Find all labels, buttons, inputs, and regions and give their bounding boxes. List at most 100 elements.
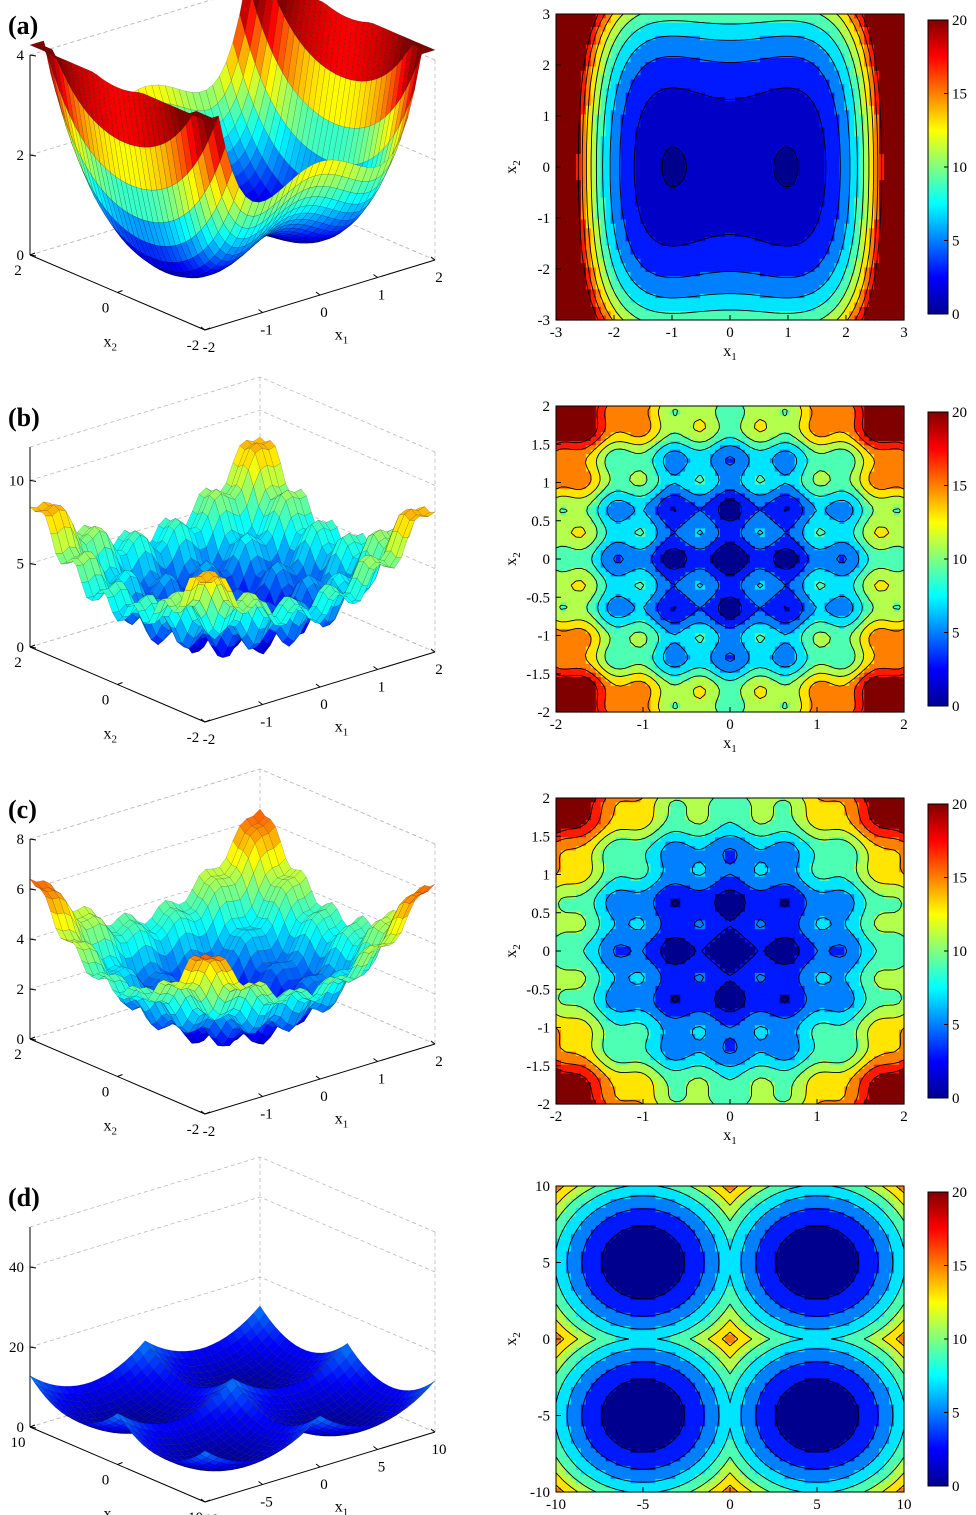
contour-cell: [655, 171, 661, 176]
contour-cell: [710, 202, 716, 207]
contour-cell: [655, 158, 661, 163]
contour-cell: [790, 62, 796, 67]
contour-cell: [641, 62, 647, 67]
contour-cell: [800, 163, 806, 168]
contour-cell: [626, 110, 632, 115]
contour-cell: [725, 40, 731, 45]
contour-cell: [780, 101, 786, 106]
contour-cell: [710, 303, 716, 308]
contour-cell: [690, 246, 696, 251]
contour-cell: [770, 80, 776, 85]
contour-cell: [800, 259, 806, 264]
contour-cell: [581, 23, 587, 28]
contour-cell: [705, 84, 711, 89]
contour-cell: [760, 289, 766, 294]
contour-cell: [790, 132, 796, 137]
contour-cell: [611, 171, 617, 176]
contour-cell: [636, 36, 642, 41]
contour-cell: [725, 119, 731, 124]
contour-cell: [695, 150, 701, 155]
contour-cell: [730, 202, 736, 207]
contour-cell: [690, 184, 696, 189]
contour-cell: [675, 27, 681, 32]
contour-cell: [805, 171, 811, 176]
contour-cell: [760, 27, 766, 32]
contour-cell: [810, 75, 816, 80]
contour-cell: [655, 268, 661, 273]
contour-cell: [641, 80, 647, 85]
contour-cell: [566, 311, 572, 316]
contour-cell: [655, 202, 661, 207]
contour-cell: [725, 75, 731, 80]
contour-cell: [785, 97, 791, 102]
contour-cell: [720, 31, 726, 36]
contour-cell: [730, 27, 736, 32]
contour-cell: [631, 285, 637, 290]
contour-cell: [780, 154, 786, 159]
contour-cell: [819, 31, 825, 36]
contour-cell: [760, 141, 766, 146]
contour-cell: [576, 62, 582, 67]
contour-cell: [561, 171, 567, 176]
contour-cell: [576, 40, 582, 45]
contour-cell: [775, 206, 781, 211]
contour-cell: [775, 272, 781, 277]
contour-cell: [626, 158, 632, 163]
contour-cell: [616, 101, 622, 106]
contour-cell: [800, 136, 806, 141]
contour-cell: [720, 145, 726, 150]
contour-cell: [556, 180, 562, 185]
contour-cell: [650, 193, 656, 198]
contour-cell: [695, 145, 701, 150]
contour-cell: [645, 128, 651, 133]
contour-cell: [760, 84, 766, 89]
contour-cell: [611, 176, 617, 181]
contour-cell: [665, 281, 671, 286]
contour-cell: [586, 123, 592, 128]
contour-cell: [566, 281, 572, 286]
contour-cell: [735, 84, 741, 89]
contour-cell: [824, 71, 830, 76]
contour-cell: [745, 250, 751, 255]
contour-cell: [675, 115, 681, 120]
contour-cell: [626, 132, 632, 137]
contour-cell: [626, 163, 632, 168]
contour-cell: [645, 219, 651, 224]
contour-cell: [735, 66, 741, 71]
contour-cell: [710, 154, 716, 159]
contour-cell: [745, 154, 751, 159]
contour-cell: [685, 268, 691, 273]
contour-cell: [785, 119, 791, 124]
contour-cell: [795, 246, 801, 251]
contour-cell: [655, 14, 661, 19]
x1-tick-label: 2: [435, 270, 443, 286]
contour-cell: [780, 66, 786, 71]
contour-cell: [795, 58, 801, 63]
contour-cell: [710, 49, 716, 54]
contour-cell: [720, 163, 726, 168]
contour-cell: [715, 158, 721, 163]
contour-cell: [680, 250, 686, 255]
contour-cell: [740, 45, 746, 50]
contour-cell: [690, 49, 696, 54]
contour-cell: [576, 71, 582, 76]
contour-cell: [631, 88, 637, 93]
contour-cell: [775, 163, 781, 168]
contour-cell: [641, 75, 647, 80]
contour-cell: [740, 115, 746, 120]
contour-cell: [810, 224, 816, 229]
contour-cell: [705, 193, 711, 198]
contour-cell: [576, 215, 582, 220]
contour-cell: [725, 141, 731, 146]
contour-cell: [561, 219, 567, 224]
contour-cell: [775, 246, 781, 251]
contour-cell: [616, 198, 622, 203]
contour-cell: [561, 294, 567, 299]
contour-cell: [631, 176, 637, 181]
contour-cell: [566, 163, 572, 168]
contour-cell: [581, 123, 587, 128]
contour-cell: [616, 110, 622, 115]
contour-cell: [710, 110, 716, 115]
contour-cell: [561, 237, 567, 242]
contour-cell: [755, 80, 761, 85]
